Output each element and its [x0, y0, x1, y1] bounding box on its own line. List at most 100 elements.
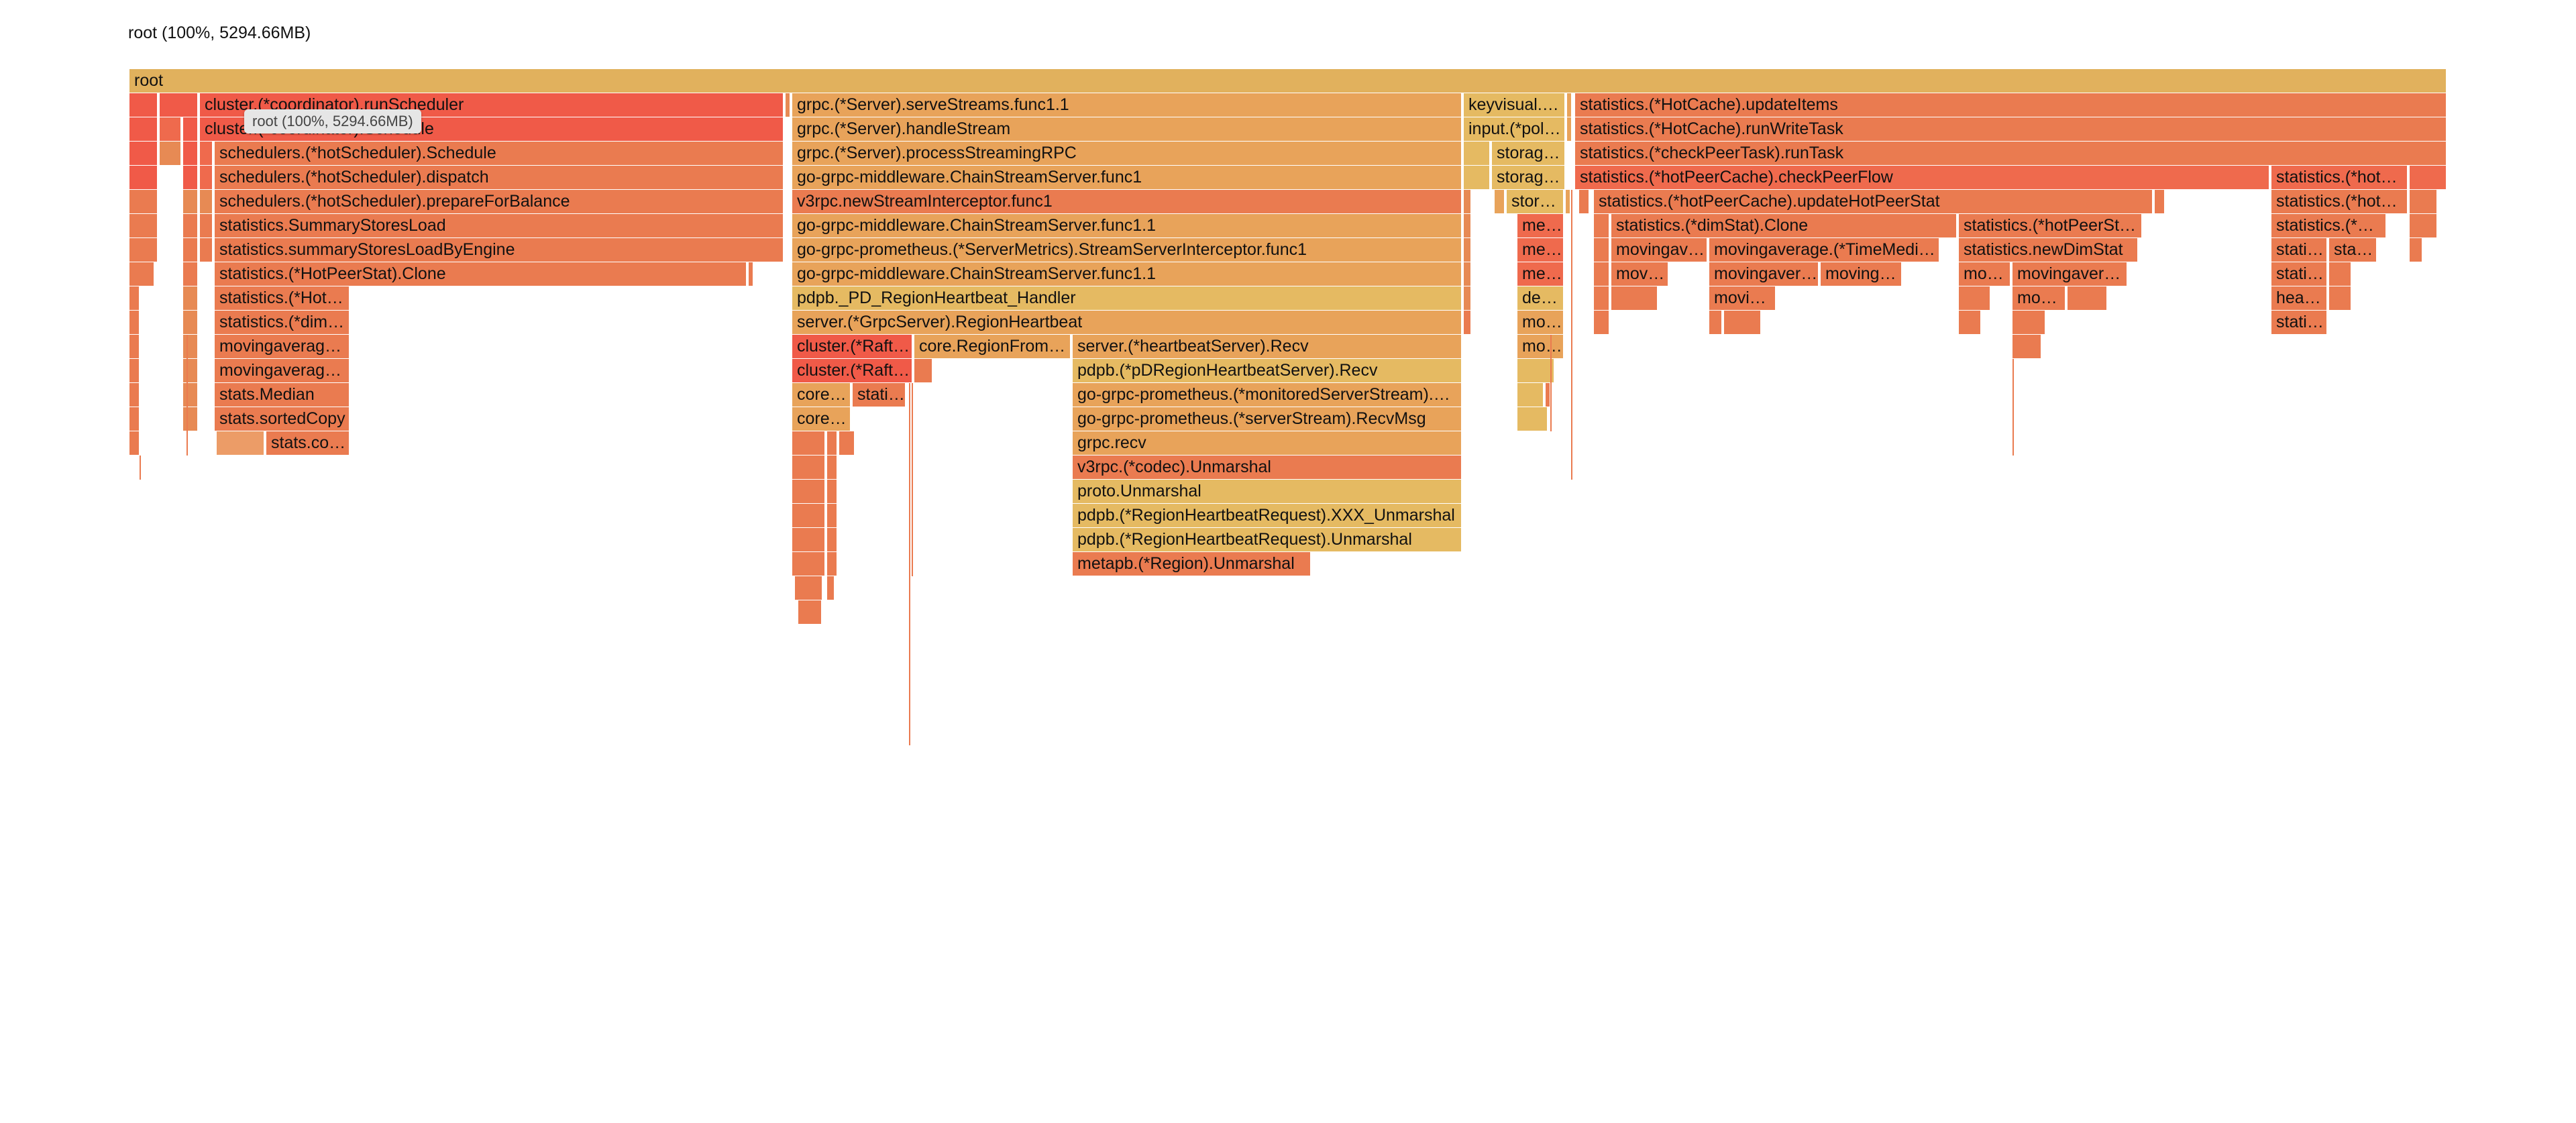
flame-frame[interactable] — [1464, 190, 1472, 213]
flame-frame[interactable] — [183, 359, 199, 382]
flame-frame[interactable]: movingaverage.(*AvgOverTime).Clone — [1709, 262, 1819, 286]
flame-frame[interactable]: keyvisual.RegisterHTTPAPI — [1464, 93, 1566, 117]
flame-frame[interactable]: go-grpc-prometheus.(*monitoredServerStre… — [1073, 383, 1462, 407]
flame-frame[interactable]: movingaverage.(*AvgOverTime).Clone — [215, 359, 350, 382]
flame-frame[interactable] — [160, 142, 182, 165]
flame-frame[interactable] — [183, 238, 199, 262]
flame-frame[interactable] — [792, 528, 826, 551]
flame-frame[interactable] — [129, 214, 158, 237]
flame-frame[interactable] — [827, 480, 838, 503]
flame-frame[interactable]: movingaverage.(*TimeMedian).Clone — [2012, 262, 2128, 286]
flame-frame[interactable] — [1594, 238, 1610, 262]
flame-frame[interactable]: statistics.newDimStat — [2271, 238, 2328, 262]
flame-frame[interactable]: go-grpc-middleware.ChainStreamServer.fun… — [792, 214, 1462, 237]
flame-frame[interactable] — [2410, 190, 2438, 213]
flame-frame[interactable] — [129, 93, 158, 117]
flame-frame[interactable] — [2410, 214, 2438, 237]
flame-frame[interactable]: movingaverage.(*TimeMedian).Clone — [1611, 238, 1708, 262]
flame-frame[interactable] — [160, 117, 182, 141]
flame-frame[interactable] — [792, 456, 826, 479]
flame-frame[interactable] — [1959, 286, 1991, 310]
flame-frame[interactable] — [792, 431, 826, 455]
flame-frame[interactable]: movingaverage.(*TimeMedian).Clone — [1517, 311, 1564, 334]
flame-frame[interactable]: go-grpc-prometheus.(*serverStream).RecvM… — [1073, 407, 1462, 431]
flame-frame[interactable] — [1517, 383, 1544, 407]
flame-frame[interactable] — [200, 190, 213, 213]
flame-frame[interactable] — [1464, 262, 1472, 286]
flame-frame[interactable]: statistics.(*HotPeerStat).Clone — [215, 286, 350, 310]
flame-frame[interactable] — [200, 166, 213, 189]
flame-frame[interactable] — [1464, 311, 1472, 334]
flame-frame[interactable] — [183, 311, 199, 334]
flame-frame[interactable]: v3rpc.newStreamInterceptor.func1 — [792, 190, 1462, 213]
flame-frame[interactable]: cluster.(*RaftCluster).processRegionHear… — [792, 359, 913, 382]
flame-frame[interactable]: movingaverage.(*AvgOverTime).Clone — [1517, 335, 1564, 358]
flame-frame[interactable] — [200, 214, 213, 237]
flame-frame[interactable] — [2012, 311, 2046, 334]
flame-frame[interactable]: grpc.recv — [1073, 431, 1462, 455]
flame-frame[interactable]: pdpb.(*RegionHeartbeatRequest).XXX_Unmar… — [1073, 504, 1462, 527]
flame-frame[interactable] — [827, 552, 838, 576]
flame-frame[interactable]: statistics.(*dimStat).Clone — [215, 311, 350, 334]
flame-frame[interactable] — [795, 576, 823, 600]
flame-frame[interactable]: storage.(*Storage).LoadRegions — [1507, 190, 1564, 213]
flame-frame[interactable] — [2410, 238, 2423, 262]
flame-frame[interactable]: core.RegionFromHeartbeat — [914, 335, 1071, 358]
flame-frame[interactable]: movingaverage.(*TimeMedian).Clone — [1959, 262, 2011, 286]
flame-frame[interactable]: stats.sortedCopy — [215, 407, 350, 431]
flame-frame[interactable]: statistics.newDimStat — [2271, 262, 2328, 286]
flame-frame-sliver[interactable] — [1550, 335, 1552, 431]
flame-frame[interactable]: pdpb.(*pDRegionHeartbeatServer).Recv — [1073, 359, 1462, 382]
flame-frame[interactable]: schedulers.(*hotScheduler).prepareForBal… — [215, 190, 784, 213]
flame-frame[interactable]: proto.Unmarshal — [1073, 480, 1462, 503]
flame-frame[interactable]: movingaverage.(*AvgOverTime).Clone — [1709, 286, 1776, 310]
flame-frame[interactable] — [1959, 311, 1982, 334]
flame-frame[interactable]: statistics.summaryStoresLoadByEngine — [215, 238, 784, 262]
flame-frame[interactable]: schedulers.(*hotScheduler).Schedule — [215, 142, 784, 165]
flame-frame[interactable] — [200, 142, 213, 165]
flame-frame[interactable]: metapb.(*Region).Unmarshal — [1517, 262, 1564, 286]
flame-frame[interactable]: movingaverage.(*MedianFilter).Clone — [1821, 262, 1902, 286]
flame-frame[interactable]: debug.(*stack).Unmarshal — [1517, 286, 1564, 310]
flame-frame[interactable] — [183, 262, 199, 286]
flame-frame[interactable]: statistics.(*hotPeerCache).checkPeerFlow — [1575, 166, 2270, 189]
flame-frame[interactable] — [827, 431, 838, 455]
flame-frame[interactable] — [129, 142, 158, 165]
flame-frame[interactable] — [1594, 311, 1610, 334]
flame-frame[interactable]: grpc.(*Server).handleStream — [792, 117, 1462, 141]
flame-frame[interactable]: heap.Interface — [2271, 286, 2328, 310]
flame-frame[interactable] — [129, 166, 158, 189]
flame-frame[interactable] — [839, 431, 855, 455]
flame-frame[interactable]: statistics.newDimStat — [1959, 238, 2139, 262]
flame-frame[interactable]: metapb.(*Region).Unmarshal — [1073, 552, 1311, 576]
flame-frame[interactable] — [827, 528, 838, 551]
flame-frame[interactable]: statistics.newDimStat — [2329, 238, 2377, 262]
flame-frame[interactable]: movingaverage.(*AvgOverTime).Clone — [1611, 262, 1669, 286]
flame-frame[interactable]: statistics.(*hotPeerCache).updateHotPeer… — [2271, 190, 2408, 213]
flame-frame[interactable]: schedulers.(*hotScheduler).dispatch — [215, 166, 784, 189]
flame-frame[interactable] — [1517, 359, 1555, 382]
flame-frame[interactable] — [2012, 335, 2042, 358]
flame-frame[interactable]: v3rpc.(*codec).Unmarshal — [1073, 456, 1462, 479]
flame-frame[interactable]: grpc.(*Server).processStreamingRPC — [792, 142, 1462, 165]
flame-frame[interactable] — [786, 93, 791, 117]
flame-frame[interactable] — [2329, 286, 2352, 310]
flame-frame[interactable]: storage.(*Storage).LoadRegions — [1492, 142, 1566, 165]
flame-frame[interactable] — [1594, 286, 1610, 310]
flame-frame-sliver[interactable] — [1571, 190, 1572, 480]
flame-frame[interactable]: core.(*RegionInfo).Clone — [792, 407, 851, 431]
flame-frame[interactable] — [2329, 262, 2352, 286]
flame-frame[interactable] — [1709, 311, 1723, 334]
flame-frame[interactable]: input.(*polling).Collect — [1464, 117, 1566, 141]
flame-frame[interactable] — [827, 576, 835, 600]
flame-frame-sliver[interactable] — [140, 456, 141, 480]
flame-frame[interactable] — [183, 407, 199, 431]
flame-frame[interactable] — [1724, 311, 1762, 334]
flame-frame[interactable]: pdpb._PD_RegionHeartbeat_Handler — [792, 286, 1462, 310]
flame-frame[interactable]: grpc.(*Server).serveStreams.func1.1 — [792, 93, 1462, 117]
flame-frame[interactable] — [183, 166, 199, 189]
flame-frame[interactable]: statistics.(*checkPeerTask).runTask — [1575, 142, 2447, 165]
flame-frame[interactable]: pdpb.(*RegionHeartbeatRequest).Unmarshal — [1073, 528, 1462, 551]
flame-frame[interactable]: movingaverage.(*TimeMedian).Clone — [215, 335, 350, 358]
flame-frame[interactable] — [1594, 262, 1610, 286]
